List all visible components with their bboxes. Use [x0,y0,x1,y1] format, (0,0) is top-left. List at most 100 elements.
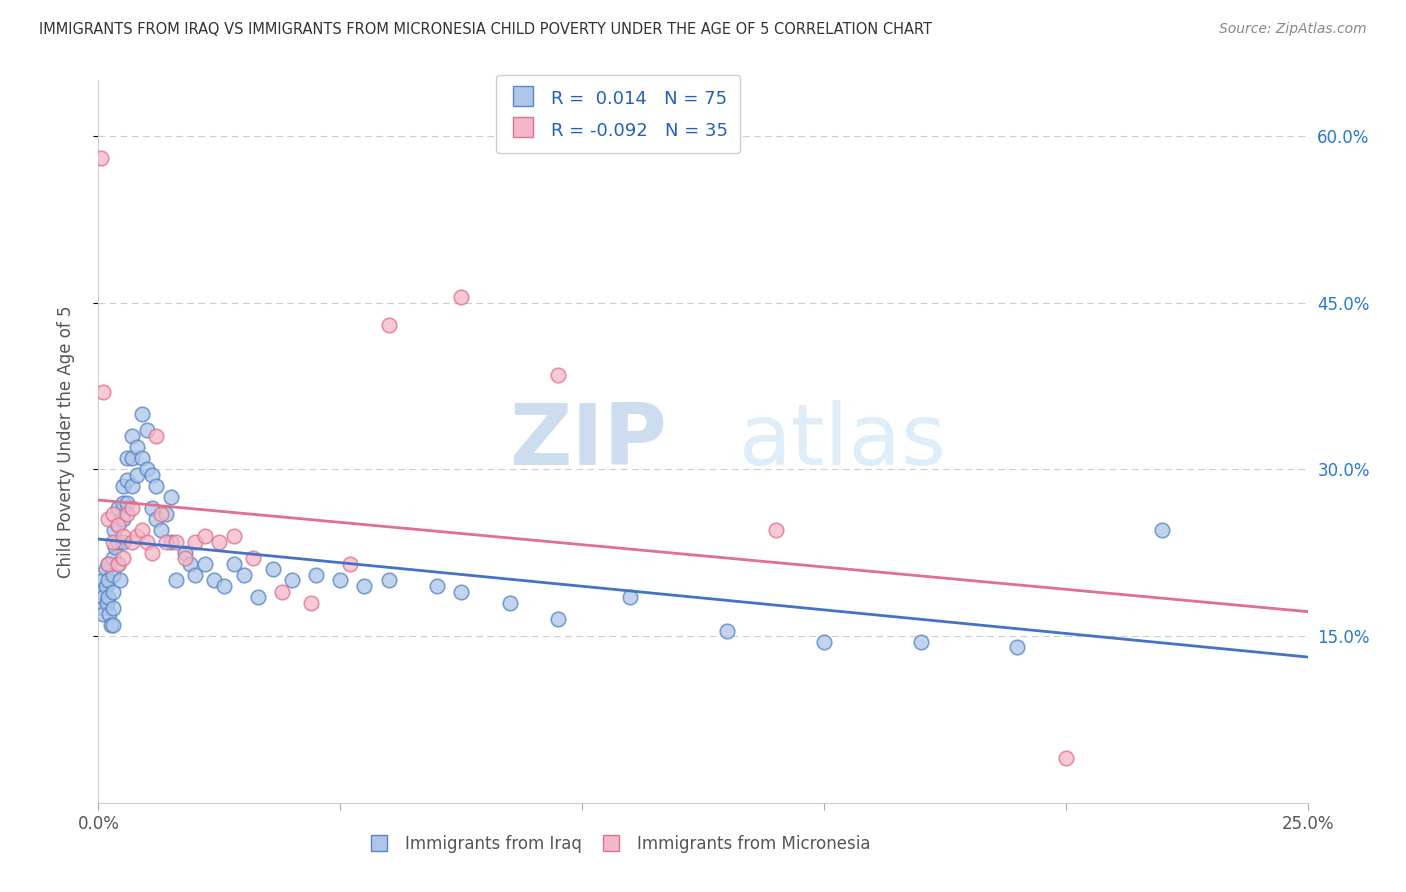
Point [329,574,352,588]
Point [90,584,112,599]
Point [107,501,129,516]
Point [547,612,569,626]
Point [619,590,641,604]
Point [111,529,134,543]
Point [160,490,183,504]
Point [910,634,932,648]
Point [179,557,201,571]
Point [117,507,139,521]
Point [305,568,328,582]
Point [101,534,124,549]
Point [94,562,117,576]
Point [262,562,284,576]
Point [222,557,245,571]
Point [91,607,114,621]
Point [97,557,120,571]
Point [135,534,157,549]
Point [426,579,449,593]
Text: ZIP: ZIP [509,400,666,483]
Point [96,596,118,610]
Point [94,579,117,593]
Point [98,607,121,621]
Point [97,557,120,571]
Point [247,590,270,604]
Point [1007,640,1029,655]
Point [127,467,149,482]
Point [141,501,163,516]
Point [117,451,139,466]
Point [135,462,157,476]
Point [107,517,129,532]
Point [194,529,217,543]
Point [131,451,153,466]
Point [271,584,294,599]
Point [498,596,520,610]
Point [353,579,375,593]
Point [813,634,835,648]
Point [204,574,226,588]
Point [107,557,129,571]
Point [107,517,129,532]
Y-axis label: Child Poverty Under the Age of 5: Child Poverty Under the Age of 5 [56,305,75,578]
Point [107,557,129,571]
Point [141,467,163,482]
Point [450,290,472,304]
Point [103,524,125,538]
Point [174,551,197,566]
Point [107,534,129,549]
Point [1054,751,1077,765]
Point [1152,524,1174,538]
Point [111,512,134,526]
Point [104,540,127,554]
Point [208,534,231,549]
Point [121,451,143,466]
Point [145,429,167,443]
Point [450,584,472,599]
Point [91,601,114,615]
Point [121,534,143,549]
Point [97,574,120,588]
Point [150,507,173,521]
Point [222,529,245,543]
Point [101,618,124,632]
Point [765,524,787,538]
Point [145,512,167,526]
Text: IMMIGRANTS FROM IRAQ VS IMMIGRANTS FROM MICRONESIA CHILD POVERTY UNDER THE AGE O: IMMIGRANTS FROM IRAQ VS IMMIGRANTS FROM … [39,22,932,37]
Point [174,546,197,560]
Point [117,474,139,488]
Point [145,479,167,493]
Point [111,534,134,549]
Point [212,579,235,593]
Point [127,440,149,454]
Point [242,551,264,566]
Text: atlas: atlas [740,400,948,483]
Point [339,557,361,571]
Point [91,574,114,588]
Point [160,534,183,549]
Point [716,624,738,638]
Point [111,496,134,510]
Point [141,546,163,560]
Point [131,407,153,421]
Point [97,590,120,604]
Point [121,479,143,493]
Point [165,534,187,549]
Point [232,568,254,582]
Point [150,524,173,538]
Point [377,574,399,588]
Point [155,534,177,549]
Point [121,429,143,443]
Text: Source: ZipAtlas.com: Source: ZipAtlas.com [1219,22,1367,37]
Point [91,384,114,399]
Point [194,557,217,571]
Point [299,596,322,610]
Point [101,584,124,599]
Point [135,424,157,438]
Point [547,368,569,382]
Point [131,524,153,538]
Point [155,507,177,521]
Point [281,574,304,588]
Point [165,574,187,588]
Point [97,512,120,526]
Point [184,568,207,582]
